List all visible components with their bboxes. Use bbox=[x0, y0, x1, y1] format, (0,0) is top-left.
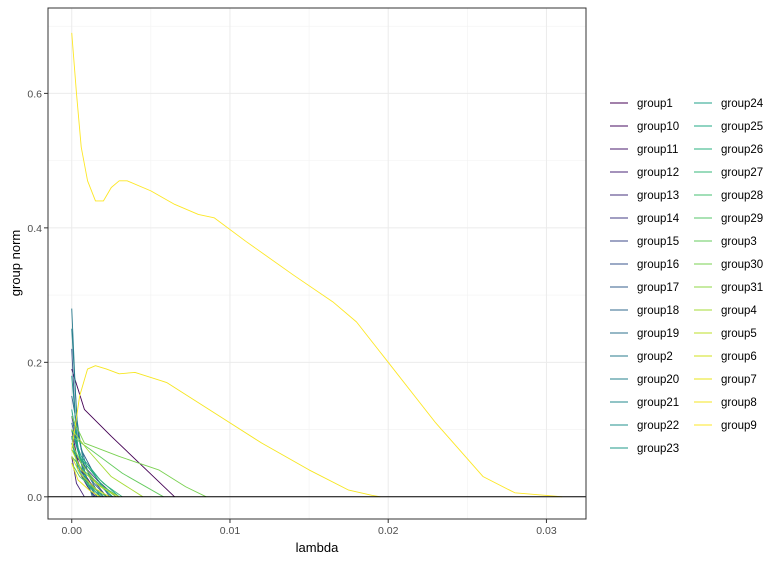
x-axis-ticks: 0.00 0.01 0.02 0.03 bbox=[62, 519, 557, 537]
legend-label: group17 bbox=[637, 282, 679, 294]
legend-label: group23 bbox=[637, 443, 679, 455]
legend-label: group2 bbox=[637, 351, 673, 363]
legend-item-group23: group23 bbox=[610, 443, 679, 455]
legend-item-group30: group30 bbox=[694, 259, 763, 271]
series-line-group29 bbox=[71, 462, 107, 498]
series-line-group6 bbox=[71, 456, 110, 498]
y-tick-label: 0.0 bbox=[27, 492, 42, 504]
legend-item-group17: group17 bbox=[610, 282, 679, 294]
legend-label: group8 bbox=[721, 397, 757, 409]
legend-item-group20: group20 bbox=[610, 374, 679, 386]
legend-label: group29 bbox=[721, 213, 763, 225]
y-tick-label: 0.2 bbox=[27, 357, 42, 369]
legend-item-group9: group9 bbox=[694, 420, 757, 432]
legend-label: group10 bbox=[637, 121, 679, 133]
legend-item-group8: group8 bbox=[694, 397, 757, 409]
legend-item-group15: group15 bbox=[610, 236, 679, 248]
series-lines bbox=[71, 32, 563, 498]
legend-item-group10: group10 bbox=[610, 121, 679, 133]
plot-panel-border bbox=[47, 7, 587, 520]
legend-label: group6 bbox=[721, 351, 757, 363]
legend-label: group21 bbox=[637, 397, 679, 409]
legend-label: group31 bbox=[721, 282, 763, 294]
legend-item-group31: group31 bbox=[694, 282, 763, 294]
legend-item-group2: group2 bbox=[610, 351, 673, 363]
legend-label: group4 bbox=[721, 305, 757, 317]
series-line-group24 bbox=[71, 429, 120, 498]
legend-label: group22 bbox=[637, 420, 679, 432]
legend-item-group22: group22 bbox=[610, 420, 679, 432]
legend-item-group4: group4 bbox=[694, 305, 757, 317]
series-line-group5 bbox=[71, 449, 120, 498]
y-tick-label: 0.4 bbox=[27, 223, 42, 235]
series-line-group20 bbox=[71, 328, 101, 498]
series-line-group3 bbox=[71, 435, 164, 498]
legend-label: group19 bbox=[637, 328, 679, 340]
legend-item-group16: group16 bbox=[610, 259, 679, 271]
legend-item-group5: group5 bbox=[694, 328, 757, 340]
gridlines bbox=[48, 8, 586, 519]
legend-item-group27: group27 bbox=[694, 167, 763, 179]
legend-item-group18: group18 bbox=[610, 305, 679, 317]
series-line-group7 bbox=[71, 463, 101, 498]
legend-item-group11: group11 bbox=[610, 144, 678, 156]
series-line-group1 bbox=[71, 368, 175, 498]
legend-item-group25: group25 bbox=[694, 121, 763, 133]
legend-item-group29: group29 bbox=[694, 213, 763, 225]
y-tick-label: 0.6 bbox=[27, 88, 42, 100]
legend: group1 group10 group11 group12 group13 group1… bbox=[610, 98, 764, 455]
legend-label: group14 bbox=[637, 213, 680, 225]
series-line-group28 bbox=[71, 456, 120, 498]
legend-label: group27 bbox=[721, 167, 763, 179]
series-line-group30 bbox=[71, 415, 207, 498]
series-line-group4 bbox=[71, 429, 144, 498]
legend-label: group24 bbox=[721, 98, 764, 110]
legend-label: group13 bbox=[637, 190, 679, 202]
legend-label: group1 bbox=[637, 98, 673, 110]
legend-item-group1: group1 bbox=[610, 98, 673, 110]
legend-label: group7 bbox=[721, 374, 757, 386]
legend-item-group14: group14 bbox=[610, 213, 680, 225]
x-axis-title: lambda bbox=[296, 540, 339, 555]
legend-label: group5 bbox=[721, 328, 757, 340]
legend-label: group11 bbox=[637, 144, 678, 156]
y-axis-ticks: 0.0 0.2 0.4 0.6 bbox=[27, 88, 48, 504]
legend-item-group24: group24 bbox=[694, 98, 764, 110]
legend-item-group26: group26 bbox=[694, 144, 763, 156]
legend-label: group25 bbox=[721, 121, 763, 133]
series-line-group9 bbox=[71, 32, 563, 498]
legend-label: group28 bbox=[721, 190, 763, 202]
legend-label: group3 bbox=[721, 236, 757, 248]
legend-label: group26 bbox=[721, 144, 763, 156]
legend-label: group16 bbox=[637, 259, 679, 271]
x-tick-label: 0.00 bbox=[62, 525, 83, 537]
series-line-group8 bbox=[71, 365, 381, 498]
legend-label: group12 bbox=[637, 167, 679, 179]
x-tick-label: 0.01 bbox=[220, 525, 241, 537]
legend-item-group7: group7 bbox=[694, 374, 757, 386]
legend-item-group21: group21 bbox=[610, 397, 679, 409]
legend-item-group28: group28 bbox=[694, 190, 763, 202]
legend-item-group19: group19 bbox=[610, 328, 679, 340]
series-line-group23 bbox=[71, 375, 98, 498]
legend-label: group20 bbox=[637, 374, 679, 386]
legend-label: group9 bbox=[721, 420, 757, 432]
legend-item-group3: group3 bbox=[694, 236, 757, 248]
legend-item-group13: group13 bbox=[610, 190, 679, 202]
legend-label: group18 bbox=[637, 305, 679, 317]
legend-item-group6: group6 bbox=[694, 351, 757, 363]
x-tick-label: 0.03 bbox=[536, 525, 557, 537]
legend-label: group15 bbox=[637, 236, 679, 248]
y-axis-title: group norm bbox=[8, 230, 23, 296]
legend-item-group12: group12 bbox=[610, 167, 679, 179]
x-tick-label: 0.02 bbox=[378, 525, 399, 537]
legend-label: group30 bbox=[721, 259, 763, 271]
